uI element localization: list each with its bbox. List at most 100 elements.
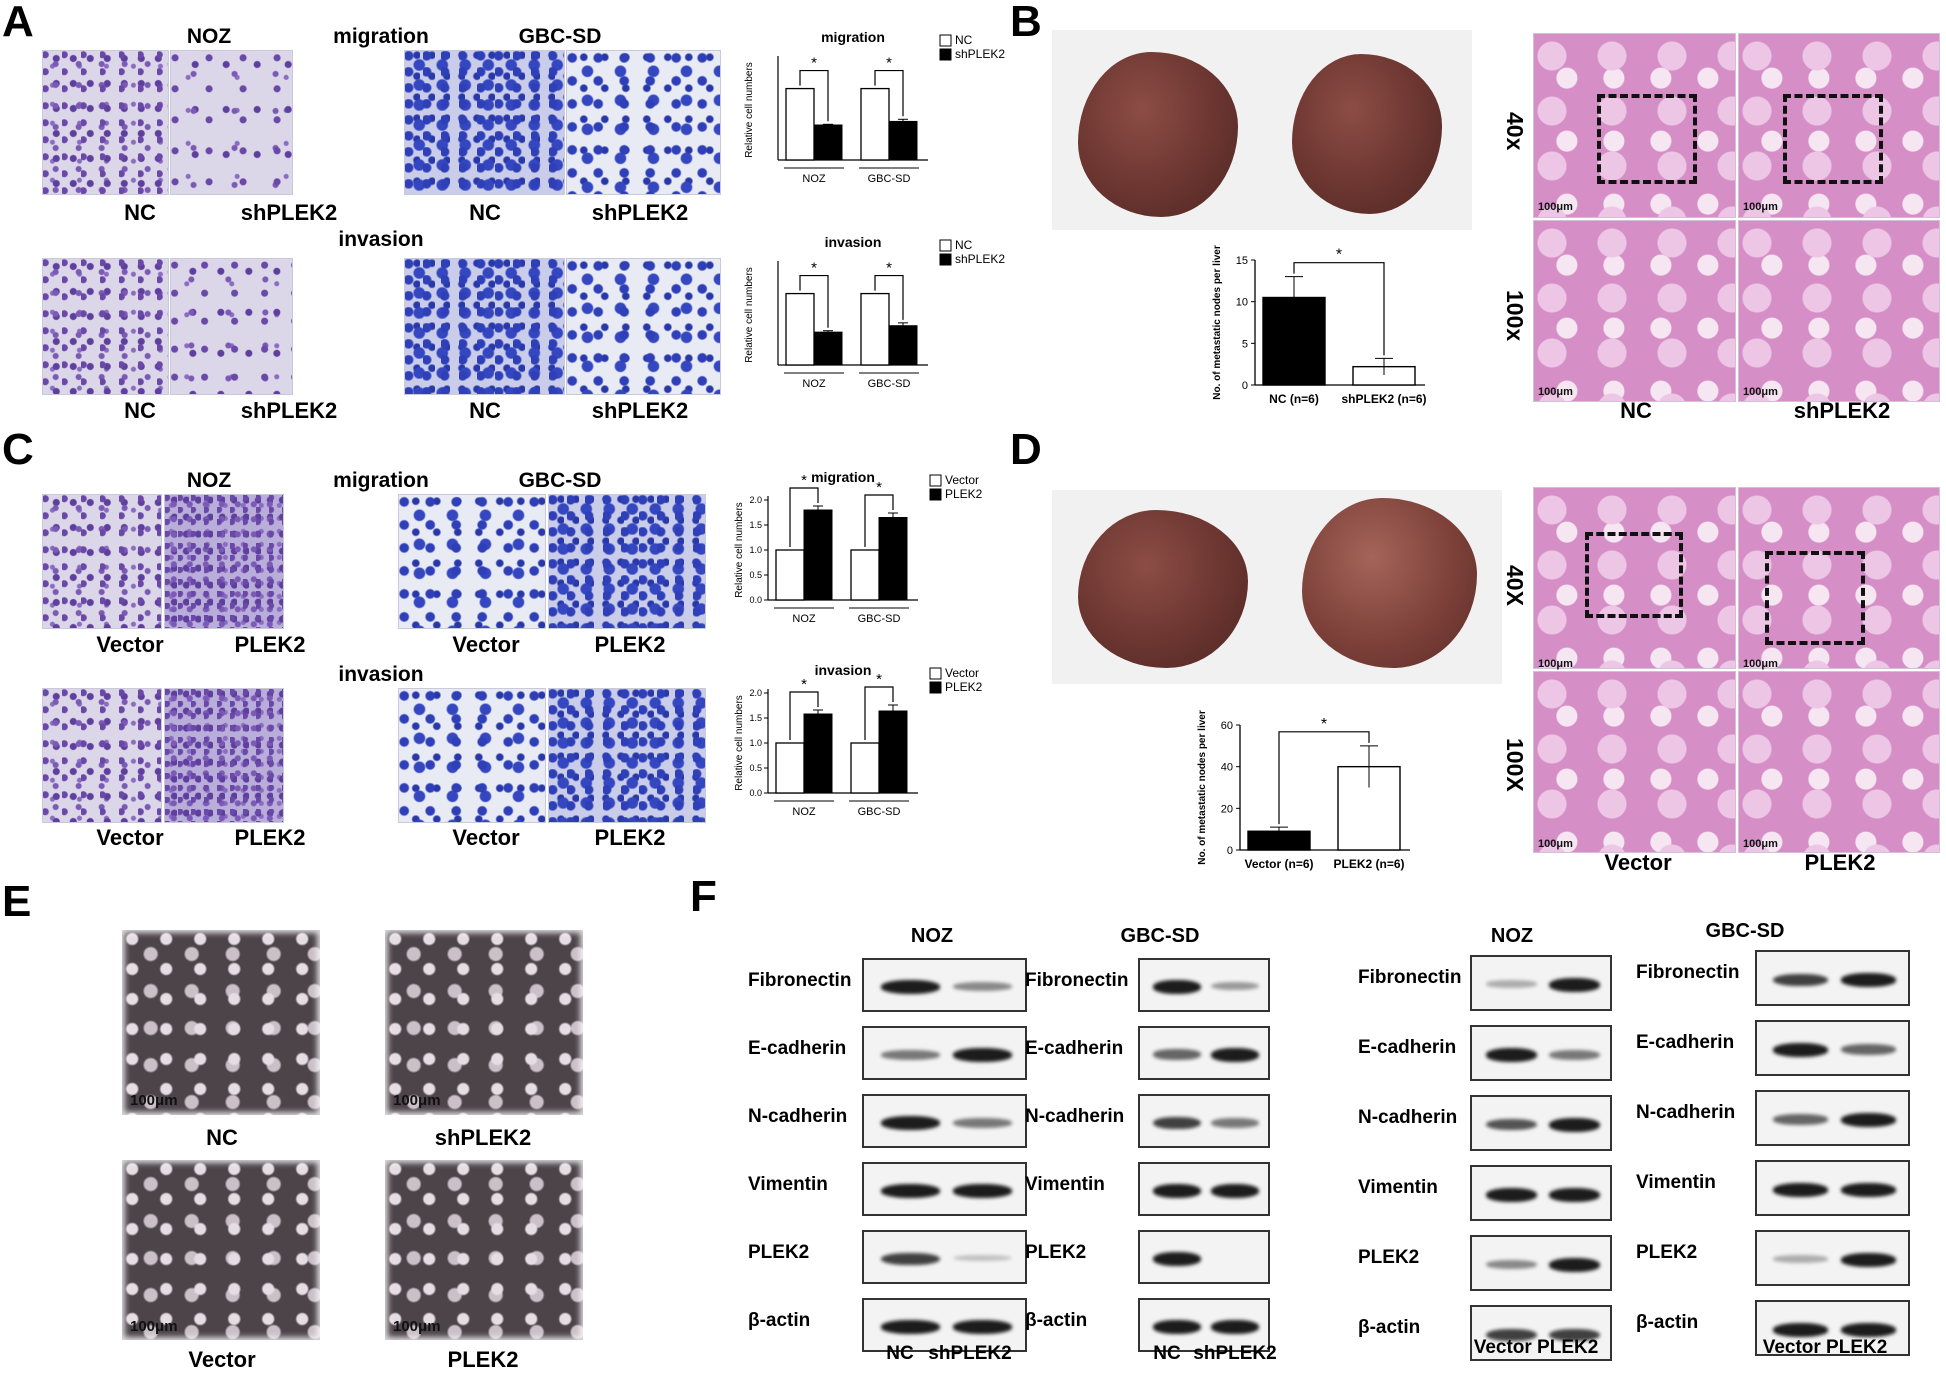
protein-band bbox=[1486, 1188, 1538, 1202]
protein-label: PLEK2 bbox=[1025, 1242, 1087, 1263]
protein-band bbox=[880, 1252, 940, 1265]
protein-label: E-cadherin bbox=[1636, 1032, 1735, 1053]
protein-band bbox=[880, 1116, 940, 1130]
significance-marker: * bbox=[801, 472, 807, 489]
chart-d-metastatic-nodes: 0 20 40 60 No. of metastatic nodes per liver… bbox=[1197, 710, 1410, 871]
x-tick-label: NC (n=6) bbox=[1269, 392, 1319, 406]
legend-swatch bbox=[929, 681, 942, 694]
scale-bar-label: 100μm bbox=[130, 1092, 178, 1109]
protein-label: N-cadherin bbox=[748, 1106, 848, 1127]
y-tick-label: 0 bbox=[1227, 845, 1233, 857]
protein-band bbox=[1153, 1049, 1201, 1060]
scale-bar-label: 100μm bbox=[1538, 658, 1573, 670]
protein-band bbox=[953, 1254, 1013, 1262]
blot-strip bbox=[1138, 1298, 1270, 1352]
protein-band bbox=[1548, 1118, 1600, 1132]
legend-label: shPLEK2 bbox=[955, 252, 1005, 266]
protein-band bbox=[1548, 1328, 1600, 1341]
protein-band bbox=[1211, 1048, 1259, 1062]
lane-label-nc: NC bbox=[1153, 1343, 1181, 1364]
protein-label: N-cadherin bbox=[1358, 1107, 1458, 1128]
legend-label: PLEK2 bbox=[945, 680, 983, 694]
assay-title-invasion: invasion bbox=[338, 228, 424, 251]
magnification-label: 100x bbox=[1502, 290, 1528, 342]
chart-title: invasion bbox=[825, 235, 882, 250]
x-tick-label: GBC-SD bbox=[868, 173, 911, 185]
x-tick-label: GBC-SD bbox=[858, 613, 901, 625]
protein-band bbox=[953, 1048, 1013, 1062]
significance-bracket bbox=[789, 487, 819, 547]
blot-strip bbox=[862, 958, 1027, 1012]
bar-plek2 bbox=[803, 509, 833, 601]
blot-strip bbox=[1755, 1230, 1910, 1286]
cell-line-label: GBC-SD bbox=[518, 469, 602, 492]
protein-band bbox=[1840, 1323, 1897, 1337]
liver-photo-d bbox=[1052, 490, 1502, 684]
panel-letter-e: E bbox=[2, 877, 32, 926]
protein-band bbox=[1153, 980, 1201, 994]
blot-strip bbox=[1138, 958, 1270, 1012]
micrograph-gbc-sh-migration bbox=[566, 50, 721, 195]
protein-band bbox=[1548, 1258, 1600, 1272]
magnification-label: 40X bbox=[1502, 565, 1528, 606]
legend-swatch bbox=[939, 48, 952, 61]
lane-label-nc: NC bbox=[886, 1343, 914, 1364]
significance-bracket bbox=[1278, 731, 1370, 825]
phase-contrast-shplek2 bbox=[385, 930, 583, 1115]
micrograph-gbc-vector-migration bbox=[398, 494, 546, 629]
protein-band bbox=[1840, 1253, 1897, 1267]
protein-band bbox=[1486, 980, 1538, 988]
protein-band bbox=[953, 1320, 1013, 1334]
protein-label: E-cadherin bbox=[748, 1038, 847, 1059]
y-axis-label: Relative cell numbers bbox=[744, 62, 755, 158]
liver-photo-b bbox=[1052, 30, 1472, 230]
blot-strip bbox=[1470, 1235, 1612, 1291]
condition-label: Vector bbox=[96, 632, 164, 657]
protein-band bbox=[953, 981, 1013, 991]
legend-swatch bbox=[939, 34, 952, 47]
scale-bar-label: 100μm bbox=[1743, 386, 1778, 398]
condition-label: Vector bbox=[452, 632, 520, 657]
scale-bar-label: 100μm bbox=[1743, 658, 1778, 670]
x-tick-label: GBC-SD bbox=[868, 378, 911, 390]
cell-line-label: NOZ bbox=[1490, 925, 1534, 947]
scale-bar-label: 100μm bbox=[1743, 838, 1778, 850]
blot-strip bbox=[1755, 1020, 1910, 1076]
y-axis-label: Relative cell numbers bbox=[734, 502, 745, 598]
protein-band bbox=[1772, 1043, 1829, 1057]
micrograph-gbc-sh-invasion bbox=[566, 258, 721, 395]
he-section-b-nc-low bbox=[1533, 33, 1736, 218]
micrograph-noz-vector-migration bbox=[42, 494, 162, 629]
protein-label: Fibronectin bbox=[1636, 962, 1740, 983]
bar-vector bbox=[775, 742, 805, 794]
micrograph-noz-nc-invasion bbox=[42, 258, 169, 395]
y-tick-label: 1.5 bbox=[749, 520, 762, 530]
blot-strip bbox=[1470, 1305, 1612, 1361]
y-axis-label: No. of metastatic nodes per liver bbox=[1212, 245, 1223, 400]
condition-label: shPLEK2 bbox=[434, 1125, 532, 1150]
significance-bracket bbox=[874, 69, 904, 117]
phase-contrast-vector bbox=[122, 1160, 320, 1340]
condition-label: PLEK2 bbox=[234, 825, 306, 850]
significance-bracket bbox=[789, 691, 819, 740]
protein-band bbox=[880, 980, 940, 994]
x-tick-label: NOZ bbox=[792, 613, 816, 625]
protein-label: N-cadherin bbox=[1025, 1106, 1125, 1127]
protein-label: Vimentin bbox=[1025, 1174, 1105, 1195]
protein-band bbox=[1840, 1183, 1897, 1197]
blot-strip bbox=[1755, 950, 1910, 1006]
lane-label-vector-plek2: Vector PLEK2 bbox=[1762, 1337, 1888, 1358]
y-tick-label: 1.5 bbox=[749, 713, 762, 723]
micrograph-noz-vector-invasion bbox=[42, 688, 162, 823]
significance-marker: * bbox=[886, 260, 892, 277]
chart-title: migration bbox=[821, 30, 885, 45]
y-tick-label: 0.5 bbox=[749, 570, 762, 580]
he-section-d-vector-low bbox=[1533, 487, 1736, 669]
condition-label: NC bbox=[469, 200, 501, 225]
bar-vector bbox=[775, 549, 805, 601]
significance-bracket bbox=[864, 686, 894, 740]
micrograph-noz-nc-migration bbox=[42, 50, 169, 195]
scale-bar-label: 100μm bbox=[393, 1318, 441, 1335]
protein-label: Fibronectin bbox=[1025, 970, 1129, 991]
y-tick-label: 60 bbox=[1221, 720, 1233, 732]
